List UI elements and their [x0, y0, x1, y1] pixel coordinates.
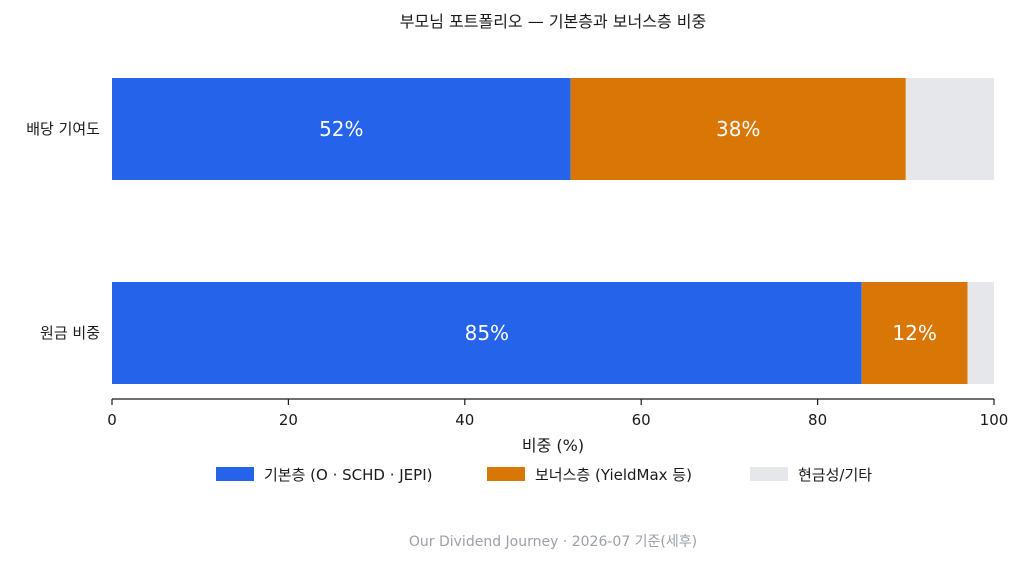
footer-credit: Our Dividend Journey · 2026-07 기준(세후): [409, 534, 697, 550]
data-label: 38%: [716, 117, 760, 141]
y-tick-label: 배당 기여도: [26, 120, 100, 138]
bar-segment-0-0: [112, 78, 571, 180]
bar-segment-0-1: [570, 78, 906, 180]
x-tick-label: 100: [980, 411, 1009, 429]
legend-entry-label: 보너스층 (YieldMax 등): [535, 466, 692, 484]
x-tick-label: 80: [808, 411, 827, 429]
legend-entry-label: 현금성/기타: [798, 466, 872, 484]
x-axis-label: 비중 (%): [522, 436, 584, 455]
y-tick-label: 원금 비중: [40, 324, 100, 342]
legend-swatch: [487, 467, 525, 481]
data-label: 85%: [465, 321, 509, 345]
bar-segment-1-1: [861, 282, 968, 384]
legend-swatch: [750, 467, 788, 481]
legend-entry-label: 기본층 (O · SCHD · JEPI): [264, 466, 432, 484]
legend-swatch: [216, 467, 254, 481]
bar-segment-1-0: [112, 282, 862, 384]
legend: 기본층 (O · SCHD · JEPI) 보너스층 (YieldMax 등) 현금…: [216, 466, 872, 484]
x-tick-label: 0: [107, 411, 117, 429]
bar-segment-1-2: [967, 282, 994, 384]
x-tick-label: 20: [279, 411, 298, 429]
data-label: 52%: [319, 117, 363, 141]
chart-title: 부모님 포트폴리오 — 기본층과 보너스층 비중: [400, 12, 706, 31]
data-label: 12%: [892, 321, 936, 345]
x-tick-label: 60: [632, 411, 651, 429]
plot-area: 52% 38% 배당 기여도 85% 12% 원금 비중 0 20 40 60 80 100 비중 (%…: [26, 78, 1008, 455]
x-tick-label: 40: [455, 411, 474, 429]
bar-segment-0-2: [905, 78, 994, 180]
